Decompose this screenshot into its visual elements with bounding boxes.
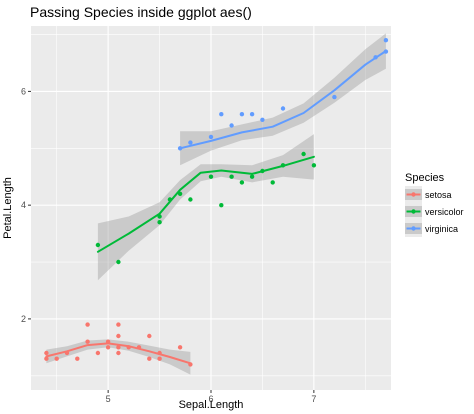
chart-title: Passing Species inside ggplot aes() <box>30 4 252 20</box>
legend-item-setosa: setosa <box>405 186 452 203</box>
virginica-point <box>208 134 214 140</box>
x-axis-title: Sepal.Length <box>179 399 244 411</box>
point-layer <box>44 38 389 367</box>
smooth-layer <box>45 50 387 365</box>
setosa-point <box>157 350 162 356</box>
legend-key-point <box>411 226 416 231</box>
setosa-smooth-line <box>45 342 192 365</box>
setosa-point <box>105 345 111 350</box>
versicolor-point <box>208 174 214 179</box>
setosa-point <box>54 356 59 361</box>
virginica-point <box>229 123 234 128</box>
versicolor-point <box>229 174 234 179</box>
setosa-point <box>85 322 90 327</box>
versicolor-point <box>167 197 173 202</box>
legend-items: setosa versicolor virginica <box>405 186 464 237</box>
virginica-point <box>249 112 255 117</box>
legend-key-point <box>411 209 416 214</box>
versicolor-point <box>157 214 162 219</box>
versicolor-point <box>249 174 255 179</box>
y-tick-label: 2 <box>21 314 26 324</box>
virginica-confidence-band <box>180 33 386 166</box>
versicolor-point <box>239 180 245 185</box>
legend-title: Species <box>405 172 445 184</box>
versicolor-smooth-line <box>96 155 315 253</box>
setosa-point <box>75 356 80 361</box>
virginica-point <box>383 38 389 43</box>
setosa-point <box>136 345 142 350</box>
versicolor-point <box>116 259 121 265</box>
legend-label: versicolor <box>425 207 464 217</box>
virginica-point <box>383 49 389 54</box>
setosa-point <box>105 339 111 344</box>
setosa-confidence-band <box>46 339 191 375</box>
virginica-point <box>332 94 337 100</box>
setosa-point <box>64 350 70 356</box>
legend: Species setosa versicolor virginica <box>405 172 464 237</box>
legend-label: virginica <box>425 224 458 234</box>
x-tick-label: 5 <box>106 394 111 404</box>
virginica-point <box>280 106 286 111</box>
virginica-point <box>219 112 224 117</box>
versicolor-point <box>157 220 162 225</box>
setosa-point <box>157 356 162 361</box>
versicolor-point <box>95 242 101 248</box>
setosa-point <box>116 350 121 356</box>
x-tick-label: 6 <box>208 394 213 404</box>
virginica-smooth-line <box>179 50 387 150</box>
y-tick-label: 4 <box>21 200 26 210</box>
virginica-point <box>188 140 193 145</box>
axis-layer: 5 6 7 2 4 6 <box>21 86 316 404</box>
legend-label: setosa <box>425 190 452 200</box>
setosa-point <box>44 356 49 361</box>
setosa-point <box>126 345 131 350</box>
setosa-point <box>116 345 121 350</box>
y-axis-title: Petal.Length <box>2 177 14 239</box>
setosa-point <box>177 345 183 350</box>
legend-key-point <box>411 192 416 197</box>
legend-item-virginica: virginica <box>405 220 458 237</box>
virginica-point <box>239 112 245 117</box>
setosa-point <box>147 333 152 339</box>
setosa-point <box>116 322 121 327</box>
setosa-point <box>188 362 193 367</box>
versicolor-point <box>301 151 306 157</box>
versicolor-point <box>311 163 317 168</box>
virginica-point <box>373 55 378 60</box>
setosa-point <box>116 333 121 339</box>
setosa-point <box>85 339 90 344</box>
setosa-point <box>44 350 49 356</box>
versicolor-point <box>177 191 183 196</box>
virginica-point <box>260 117 265 123</box>
legend-item-versicolor: versicolor <box>405 203 464 220</box>
versicolor-point <box>260 168 265 174</box>
setosa-point <box>95 350 101 356</box>
y-tick-label: 6 <box>21 86 26 96</box>
versicolor-point <box>280 163 286 168</box>
versicolor-point <box>270 180 275 185</box>
band-layer <box>46 33 386 375</box>
setosa-point <box>147 356 152 361</box>
versicolor-confidence-band <box>97 134 314 281</box>
grid-layer <box>31 26 391 390</box>
versicolor-point <box>219 203 224 208</box>
versicolor-point <box>188 197 193 202</box>
x-tick-label: 7 <box>311 394 316 404</box>
virginica-point <box>177 146 183 151</box>
